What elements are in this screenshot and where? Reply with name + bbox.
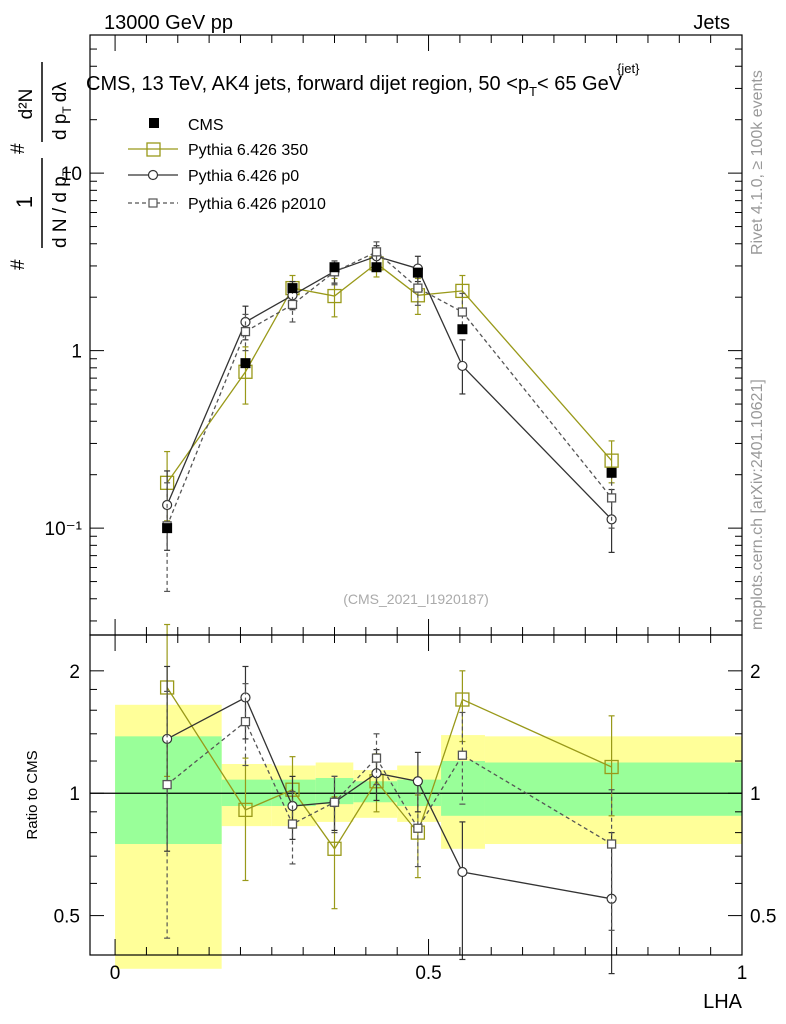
ratio-pythia-6-426-p2010-point-2 (287, 819, 298, 829)
ratio-pythia-6-426-p0-line (166, 696, 612, 900)
main-ylabel: # 1 d N / d pT # d²N d pTdλ (8, 62, 74, 270)
main-ytick-label: 10⁻¹ (45, 519, 83, 540)
uncertainty-band-green-6 (441, 761, 485, 816)
main-cms-point-0 (162, 523, 173, 534)
ratio-pythia-6-426-350-point-7 (604, 759, 619, 775)
main-pythia-6-426-p2010-point-2 (287, 299, 298, 310)
ratio-pythia-6-426-p2010-line (166, 720, 612, 845)
main-ytick-label: 1 (71, 342, 82, 363)
ratio-ytick-label-right: 1 (750, 784, 761, 805)
main-cms-point-1 (240, 358, 251, 369)
ratio-plot (90, 623, 742, 975)
main-title-sup: {jet} (617, 61, 640, 76)
main-cms-point-7 (606, 467, 617, 478)
main-pythia-6-426-p0 (162, 245, 617, 553)
main-cms-point-2 (287, 283, 298, 294)
ratio-pythia-6-426-p0-point-5 (412, 776, 423, 787)
reference-label: (CMS_2021_I1920187) (343, 591, 489, 607)
ratio-ytick-label-right: 0.5 (750, 907, 776, 928)
ratio-frame (89, 634, 743, 956)
ratio-ylabel: Ratio to CMS (24, 750, 41, 839)
legend-marker-p2010 (148, 198, 158, 208)
mcplots-label: mcplots.cern.ch [arXiv:2401.10621] (749, 379, 766, 630)
ratio-pythia-6-426-350-point-3 (327, 841, 342, 856)
main-plot (159, 241, 619, 593)
main-cms-point-3 (329, 262, 340, 273)
uncertainty-band-green-0 (115, 736, 222, 845)
main-title-suffix: < 65 GeV (537, 73, 623, 95)
main-pythia-6-426-p2010-point-1 (240, 326, 251, 337)
ratio-pythia-6-426-p0-point-6 (457, 866, 468, 878)
main-pythia-6-426-p2010-point-4 (371, 247, 382, 257)
ratio-bands (115, 704, 742, 969)
legend-marker-cms (149, 118, 159, 128)
ylabel-dN: d N / d pT (50, 168, 74, 248)
main-pythia-6-426-p2010-point-5 (413, 283, 423, 293)
legend-label-cms: CMS (188, 117, 224, 134)
main-pythia-6-426-350-point-3 (327, 288, 342, 304)
ratio-ytick-label-right: 2 (750, 662, 761, 683)
main-pythia-6-426-p0-point-6 (457, 360, 468, 372)
ratio-pythia-6-426-p2010-point-6 (457, 750, 468, 760)
rivet-label: Rivet 4.1.0, ≥ 100k events (749, 70, 766, 255)
legend-marker-p0 (147, 169, 159, 181)
main-cms-point-6 (457, 324, 468, 335)
xtick-label: 0.5 (415, 963, 441, 984)
ratio-pythia-6-426-p2010-point-3 (329, 797, 340, 807)
main-cms (162, 262, 617, 534)
main-pythia-6-426-p2010 (162, 241, 617, 593)
ratio-ytick-label-left: 2 (69, 662, 80, 683)
main-pythia-6-426-p2010-point-6 (457, 307, 468, 317)
ratio-pythia-6-426-350-point-1 (238, 802, 253, 818)
ratio-pythia-6-426-p2010-point-4 (371, 753, 382, 763)
main-pythia-6-426-p2010-line (166, 251, 613, 527)
xlabel: LHA (703, 991, 743, 1013)
ylabel-dpdl: d pTdλ (50, 82, 74, 140)
ratio-pythia-6-426-350-point-6 (455, 692, 470, 707)
xtick-label: 0 (110, 963, 121, 984)
ratio-pythia-6-426-p2010-point-0 (162, 779, 172, 790)
main-title-sub: T (529, 84, 537, 99)
main-pythia-6-426-p2010-point-7 (606, 493, 617, 503)
axes: 10 1 10⁻¹ 2 2 1 1 0.5 0.5 0 0.5 1 (45, 34, 776, 984)
main-ytick-label: 10 (61, 164, 82, 185)
legend-label-p2010: Pythia 6.426 p2010 (188, 196, 326, 213)
main-cms-point-5 (412, 267, 423, 278)
main-cms-point-4 (371, 262, 382, 273)
legend-marker-350 (146, 142, 161, 157)
ratio-ytick-label-left: 1 (69, 784, 80, 805)
uncertainty-band-green-4 (353, 781, 398, 803)
main-title: CMS, 13 TeV, AK4 jets, forward dijet reg… (86, 73, 623, 99)
ylabel-one: 1 (12, 196, 37, 208)
legend-label-350: Pythia 6.426 350 (188, 142, 308, 159)
header-left: 13000 GeV pp (104, 12, 233, 34)
ylabel-d2N: d²N (16, 89, 37, 120)
legend-label-p0: Pythia 6.426 p0 (188, 168, 299, 185)
legend: CMS Pythia 6.426 350 Pythia 6.426 p0 Pyt… (128, 117, 326, 213)
ratio-ytick-label-left: 0.5 (54, 907, 80, 928)
ratio-pythia-6-426-p2010 (162, 683, 617, 939)
main-pythia-6-426-p0-line (166, 255, 613, 520)
main-title-prefix: CMS, 13 TeV, AK4 jets, forward dijet reg… (86, 73, 529, 95)
main-pythia-6-426-350 (159, 250, 619, 522)
ylabel-hash-2: # (8, 143, 29, 154)
main-pythia-6-426-350-point-7 (604, 453, 619, 468)
header-right: Jets (693, 12, 730, 34)
ratio-pythia-6-426-p2010-point-5 (413, 823, 423, 833)
xtick-label: 1 (737, 963, 748, 984)
ratio-pythia-6-426-350-line (166, 687, 612, 850)
ratio-pythia-6-426-p2010-point-7 (606, 839, 617, 849)
ratio-pythia-6-426-p2010-point-1 (240, 716, 251, 727)
ylabel-hash-1: # (8, 259, 29, 270)
main-pythia-6-426-350-line (166, 262, 613, 484)
